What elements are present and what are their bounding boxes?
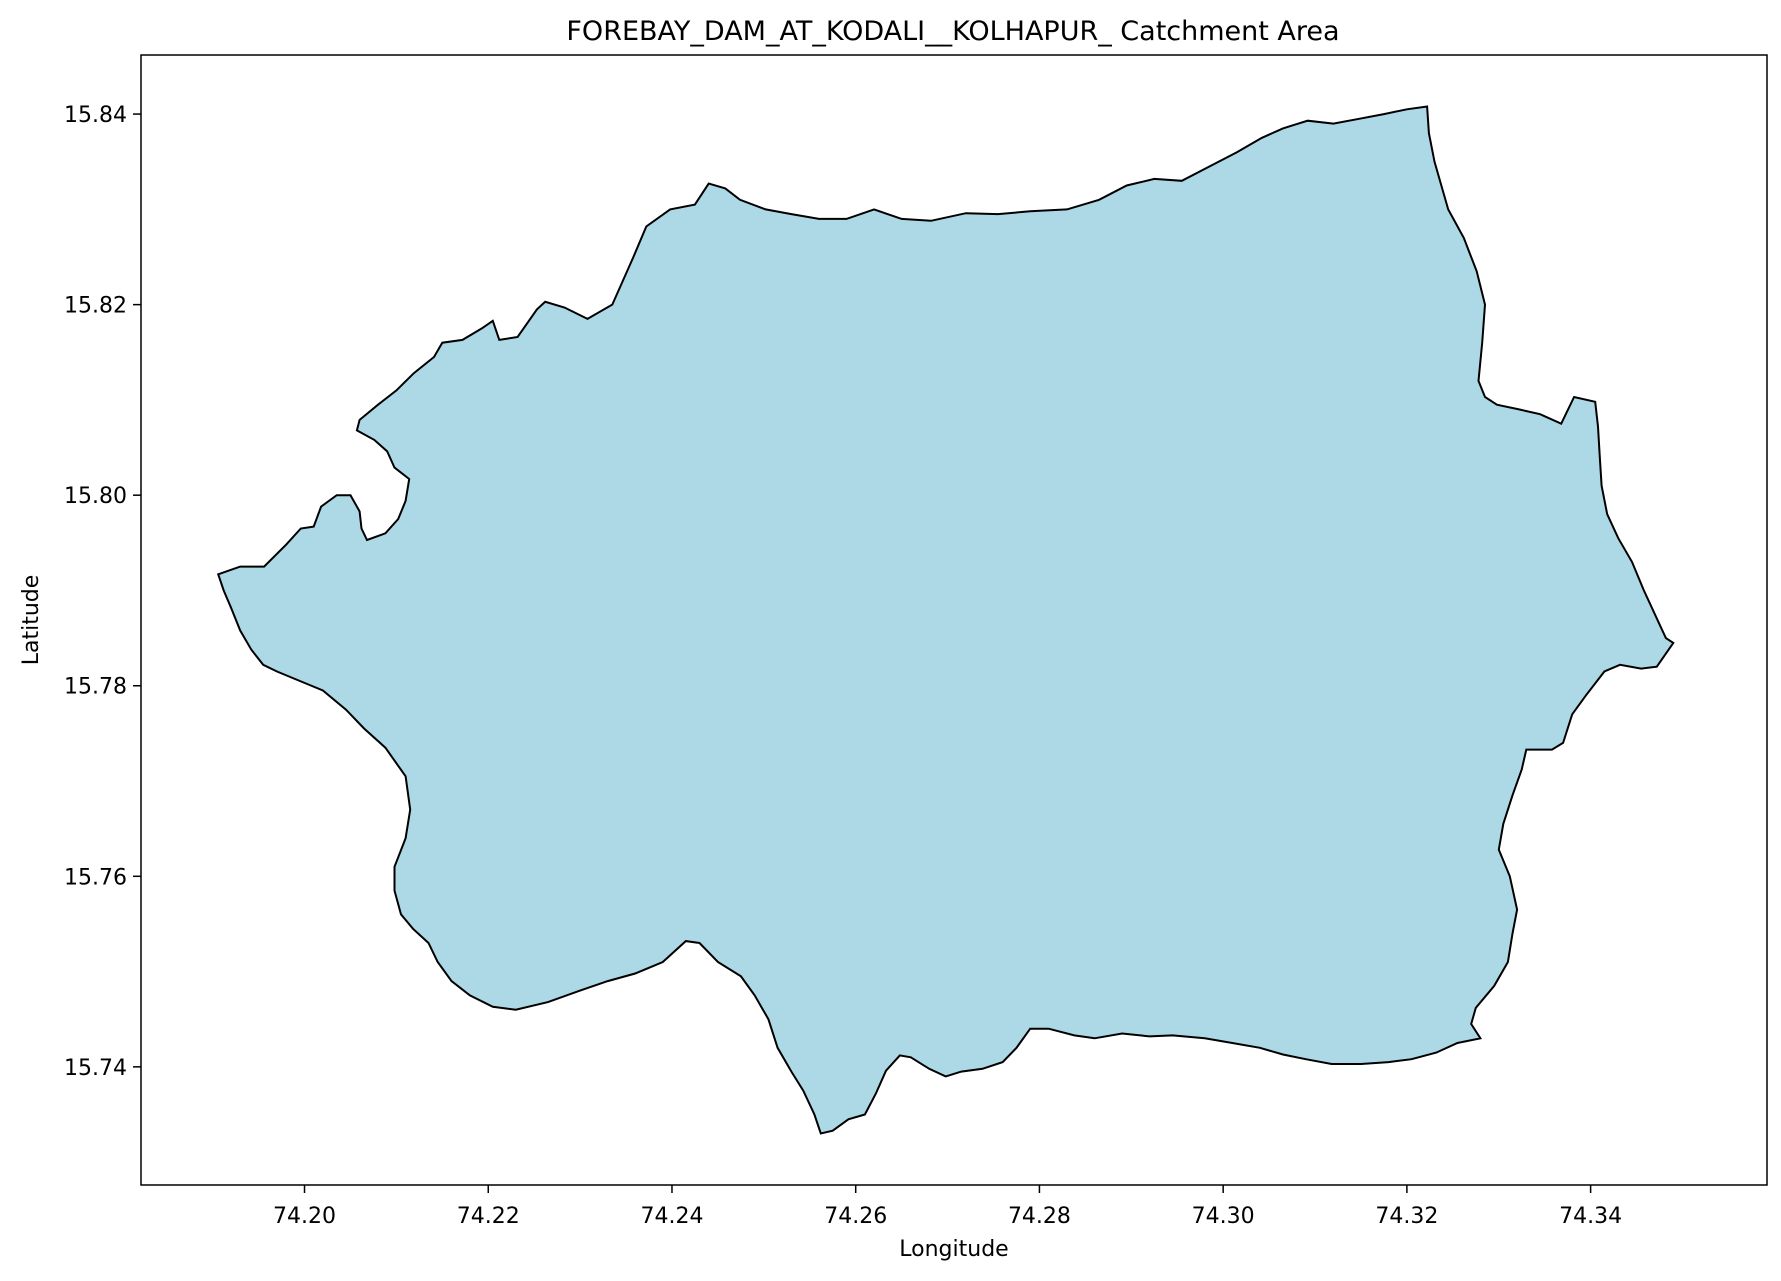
x-tick-label: 74.26 — [824, 1204, 887, 1229]
chart-title: FOREBAY_DAM_AT_KODALI__KOLHAPUR_ Catchme… — [566, 16, 1339, 47]
x-tick-label: 74.30 — [1192, 1204, 1255, 1229]
y-tick-label: 15.74 — [64, 1056, 127, 1081]
x-tick-label: 74.24 — [640, 1204, 703, 1229]
x-tick-label: 74.22 — [457, 1204, 520, 1229]
y-axis-label: Latitude — [19, 575, 44, 666]
y-tick-label: 15.80 — [64, 484, 127, 509]
x-tick-label: 74.20 — [273, 1204, 336, 1229]
x-tick-label: 74.34 — [1559, 1204, 1622, 1229]
y-tick-label: 15.84 — [64, 103, 127, 128]
y-axis: 15.74 15.76 15.78 15.80 15.82 15.84 — [64, 103, 141, 1081]
x-tick-label: 74.28 — [1008, 1204, 1071, 1229]
x-axis: 74.20 74.22 74.24 74.26 74.28 74.30 74.32 74.34 — [273, 1185, 1622, 1229]
catchment-layer — [216, 105, 1675, 1135]
catchment-polygon — [216, 105, 1675, 1135]
x-tick-label: 74.32 — [1375, 1204, 1438, 1229]
axes-frame — [140, 54, 1768, 1186]
y-tick-label: 15.82 — [64, 294, 127, 319]
plot-area — [140, 54, 1768, 1186]
y-tick-label: 15.76 — [64, 865, 127, 890]
y-tick-label: 15.78 — [64, 675, 127, 700]
x-axis-label: Longitude — [899, 1237, 1008, 1262]
